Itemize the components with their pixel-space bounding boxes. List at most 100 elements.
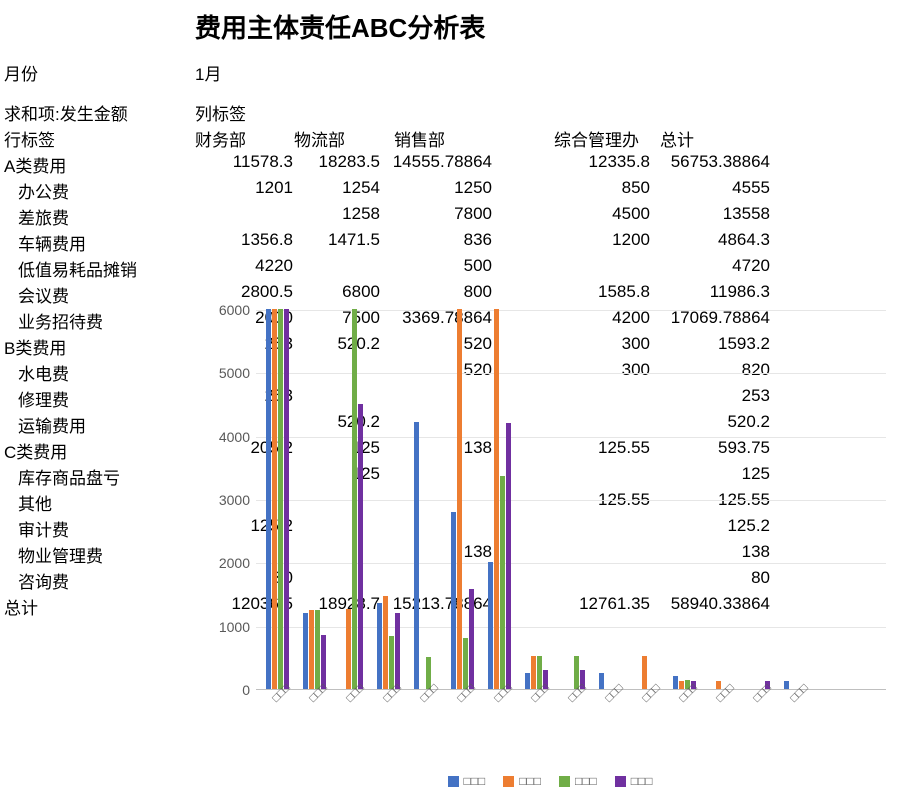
chart-bar [414,422,419,689]
chart-bar-group [340,309,363,689]
chart-bar [346,609,351,689]
chart-bar [352,309,357,689]
chart-bar [358,404,363,689]
chart-bar-group [377,596,400,689]
row-label: 会议费 [18,282,69,307]
legend-swatch [615,776,626,787]
chart-bar [457,309,462,689]
chart-bar [494,309,499,689]
chart-ytick: 1000 [210,619,250,635]
chart-bar [525,673,530,689]
chart-bar [383,596,388,689]
column-header: 物流部 [294,126,345,151]
row-label: 咨询费 [18,568,69,593]
table-cell: 836 [372,230,492,250]
table-cell: 500 [372,256,492,276]
table-cell: 13558 [650,204,770,224]
row-label: 差旅费 [18,204,69,229]
legend-item: □□□ [503,774,541,788]
table-cell: 4720 [650,256,770,276]
chart-ytick: 0 [210,682,250,698]
table-cell: 12335.8 [530,152,650,172]
table-cell: 14555.78864 [372,152,492,172]
row-label: 办公费 [18,178,69,203]
row-label: 车辆费用 [18,230,86,255]
row-label: 库存商品盘亏 [18,464,120,489]
chart-bar-group [488,309,511,689]
legend-label: □□□ [464,774,486,788]
chart-bar [500,476,505,689]
chart-bar [266,309,271,689]
row-label: B类费用 [4,334,66,359]
chart-bar-group [451,309,474,689]
chart-bar-group [266,309,289,689]
table-cell: 1250 [372,178,492,198]
bar-chart: 0100020003000400050006000 □□□□□□□□□□□□□□… [210,310,890,790]
chart-bar [463,638,468,689]
sum-measure-label: 求和项:发生金额 [4,100,128,125]
chart-bar [673,676,678,689]
column-header: 销售部 [394,126,445,151]
table-cell: 4500 [530,204,650,224]
legend-swatch [559,776,570,787]
chart-bar [395,613,400,689]
legend-label: □□□ [575,774,597,788]
chart-bar [784,681,789,689]
row-label: 业务招待费 [18,308,103,333]
row-label: A类费用 [4,152,66,177]
chart-bar [309,610,314,689]
chart-bar [488,562,493,689]
chart-bar [278,309,283,689]
chart-ytick: 4000 [210,429,250,445]
table-cell: 800 [372,282,492,302]
table-cell: 4864.3 [650,230,770,250]
table-cell: 11986.3 [650,282,770,302]
row-label: 总计 [4,594,38,619]
chart-bar [377,603,382,689]
chart-bar [451,512,456,689]
row-label: 低值易耗品摊销 [18,256,137,281]
table-cell: 1471.5 [260,230,380,250]
table-cell: 1200 [530,230,650,250]
table-cell: 1258 [260,204,380,224]
chart-bar [272,309,277,689]
chart-bar [642,656,647,689]
legend-label: □□□ [631,774,653,788]
chart-ytick: 5000 [210,365,250,381]
chart-bar [506,423,511,689]
row-label: 审计费 [18,516,69,541]
legend-item: □□□ [448,774,486,788]
chart-bar [531,656,536,689]
table-cell: 850 [530,178,650,198]
row-label: 修理费 [18,386,69,411]
column-header: 财务部 [195,126,246,151]
row-label: 运输费用 [18,412,86,437]
chart-bar [599,673,604,689]
columns-label: 列标签 [195,100,246,125]
chart-plot-area [256,310,886,690]
chart-bar [303,613,308,689]
month-label: 月份 [4,60,38,85]
row-label: C类费用 [4,438,67,463]
table-cell: 56753.38864 [650,152,770,172]
table-cell: 4220 [173,256,293,276]
table-cell: 7800 [372,204,492,224]
table-cell: 18283.5 [260,152,380,172]
legend-item: □□□ [615,774,653,788]
column-header: 总计 [660,126,694,151]
chart-bar [321,635,326,689]
chart-ytick: 2000 [210,555,250,571]
legend-label: □□□ [519,774,541,788]
table-cell: 4555 [650,178,770,198]
legend-swatch [503,776,514,787]
month-value: 1月 [195,60,221,85]
row-label: 物业管理费 [18,542,103,567]
chart-ytick: 3000 [210,492,250,508]
chart-ytick: 6000 [210,302,250,318]
chart-legend: □□□ □□□ □□□ □□□ [210,774,890,788]
legend-swatch [448,776,459,787]
chart-bar [284,309,289,689]
row-label: 其他 [18,490,52,515]
chart-bar-group [303,610,326,689]
chart-bar [315,610,320,689]
